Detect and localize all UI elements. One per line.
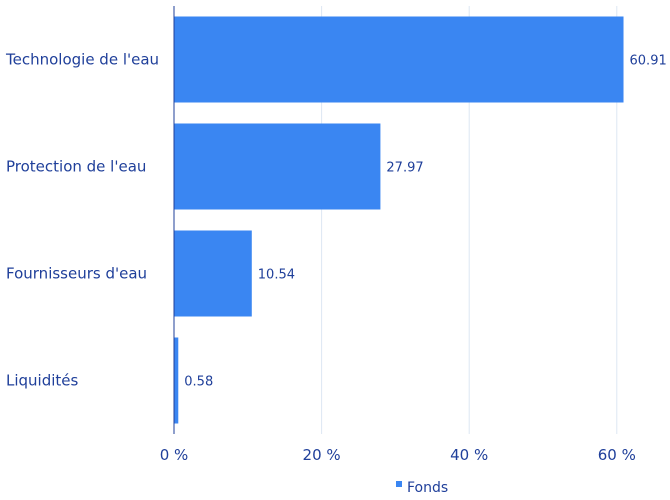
data-label-2: 10.54 [258,268,295,283]
data-label-1: 27.97 [386,161,423,176]
x-axis-ticks: 0 % 20 % 40 % 60 % [160,446,636,464]
legend-label-fonds: Fonds [407,480,448,495]
bar-1 [174,123,381,210]
category-labels: Technologie de l'eau Protection de l'eau F… [5,51,159,390]
legend-swatch-fonds [396,481,402,487]
legend: Fonds [396,480,448,496]
bars [174,16,624,424]
data-labels: 60.91 27.97 10.54 0.58 [184,54,666,390]
x-tick-label-1: 20 % [303,446,341,464]
bar-0 [174,16,624,103]
bar-2 [174,230,252,317]
x-tick-label-2: 40 % [450,446,488,464]
bar-3 [174,337,179,424]
category-label-1: Protection de l'eau [6,158,146,176]
data-label-0: 60.91 [630,54,667,69]
category-label-3: Liquidités [6,372,79,390]
x-tick-label-3: 60 % [598,446,636,464]
category-label-2: Fournisseurs d'eau [6,265,147,283]
x-tick-label-0: 0 % [160,446,189,464]
category-label-0: Technologie de l'eau [5,51,159,69]
data-label-3: 0.58 [184,375,213,390]
